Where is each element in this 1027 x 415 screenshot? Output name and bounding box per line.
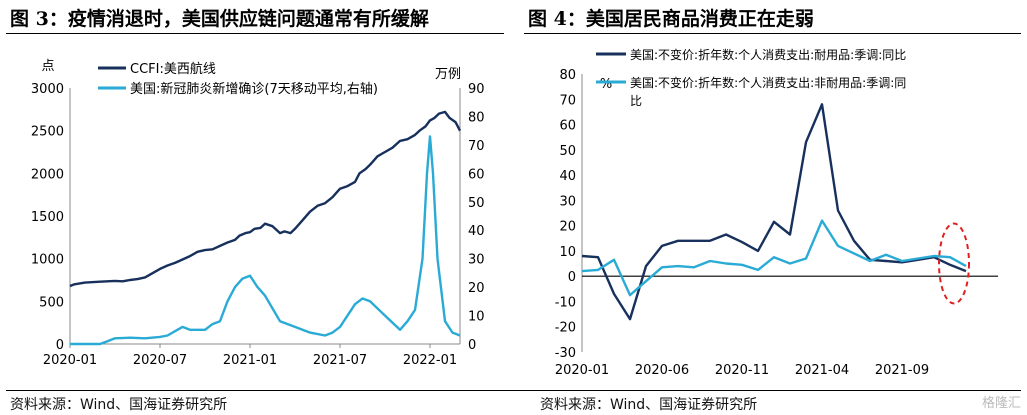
right-y-tick-label: 70 — [468, 139, 485, 154]
x-tick-label: 2021-07 — [313, 353, 367, 368]
y-tick-label: 40 — [559, 169, 576, 184]
x-tick-label: 2021-09 — [875, 363, 929, 378]
y-tick-label: 60 — [559, 119, 576, 134]
left-y-tick-label: 1000 — [31, 253, 64, 268]
left-y-axis-unit: 点 — [41, 59, 54, 74]
left-source: 资料来源：Wind、国海证券研究所 — [10, 397, 228, 413]
right-chart: % -30 -20 -10 0 10 20 30 40 50 60 70 80 2020-01 2020-0… — [555, 47, 998, 378]
y-tick-label: 20 — [559, 220, 576, 235]
right-chart-title: 图 4：美国居民商品消费正在走弱 — [528, 8, 814, 30]
legend-label-2: 美国:不变价:折年数:个人消费支出:非耐用品:季调:同比 — [630, 75, 906, 108]
x-tick-label: 2020-01 — [43, 353, 97, 368]
left-y-tick-label: 1500 — [31, 210, 64, 225]
y-tick-label: 30 — [559, 194, 576, 209]
x-tick-label: 2020-01 — [555, 363, 609, 378]
y-tick-label: 50 — [559, 144, 576, 159]
y-tick-label: 10 — [559, 245, 576, 260]
y-tick-label: -20 — [555, 321, 576, 336]
right-y-tick-label: 20 — [468, 281, 485, 296]
right-y-tick-label: 90 — [468, 82, 485, 97]
left-chart: 点万例 0 500 1000 1500 2000 2500 3000 0 10 20 30 40 50 60… — [31, 59, 485, 368]
series-line-2 — [581, 219, 967, 297]
x-tick-label: 2021-04 — [795, 363, 849, 378]
x-tick-label: 2020-07 — [133, 353, 187, 368]
right-y-tick-label: 30 — [468, 253, 485, 268]
y-tick-label: -30 — [555, 346, 576, 361]
right-y-axis-unit: 万例 — [435, 67, 461, 82]
legend-label-1: 美国:不变价:折年数:个人消费支出:耐用品:季调:同比 — [630, 47, 906, 62]
y-tick-label: 70 — [559, 93, 576, 108]
y-axis-unit: % — [600, 77, 612, 92]
x-tick-label: 2021-01 — [223, 353, 277, 368]
right-title-rule — [524, 33, 1021, 34]
left-chart-title: 图 3：疫情消退时，美国供应链问题通常有所缓解 — [10, 8, 429, 30]
footer-rule — [6, 390, 1021, 391]
left-y-tick-label: 2500 — [31, 125, 64, 140]
right-y-tick-label: 50 — [468, 196, 485, 211]
series-line-1 — [69, 110, 462, 288]
series-line-1 — [581, 103, 967, 321]
right-y-tick-label: 0 — [468, 338, 476, 353]
right-panel: 图 4：美国居民商品消费正在走弱 % -30 -20 -10 0 10 20 30 40 50 60… — [518, 0, 1027, 390]
right-source: 资料来源：Wind、国海证券研究所 — [540, 397, 758, 413]
legend-label-2: 美国:新冠肺炎新增确诊(7天移动平均,右轴) — [130, 81, 378, 97]
series-line-2 — [70, 135, 461, 346]
highlight-ellipse — [938, 222, 970, 305]
right-y-tick-label: 10 — [468, 310, 485, 325]
left-y-tick-label: 0 — [56, 338, 64, 353]
y-tick-label: 0 — [568, 270, 576, 285]
watermark: 格隆汇 — [981, 396, 1021, 411]
legend-label-1: CCFI:美西航线 — [130, 61, 216, 77]
right-y-tick-label: 40 — [468, 224, 485, 239]
left-y-tick-label: 3000 — [31, 82, 64, 97]
right-y-tick-label: 60 — [468, 167, 485, 182]
y-tick-label: 80 — [559, 68, 576, 83]
left-y-tick-label: 2000 — [31, 167, 64, 182]
x-tick-label: 2022-01 — [403, 353, 457, 368]
left-title-rule — [6, 33, 504, 34]
left-panel: 图 3：疫情消退时，美国供应链问题通常有所缓解 点万例 0 500 1000 1500 2… — [0, 0, 510, 390]
right-y-tick-label: 80 — [468, 110, 485, 125]
y-tick-label: -10 — [555, 295, 576, 310]
left-y-tick-label: 500 — [39, 295, 64, 310]
x-tick-label: 2020-11 — [715, 363, 769, 378]
x-tick-label: 2020-06 — [635, 363, 689, 378]
